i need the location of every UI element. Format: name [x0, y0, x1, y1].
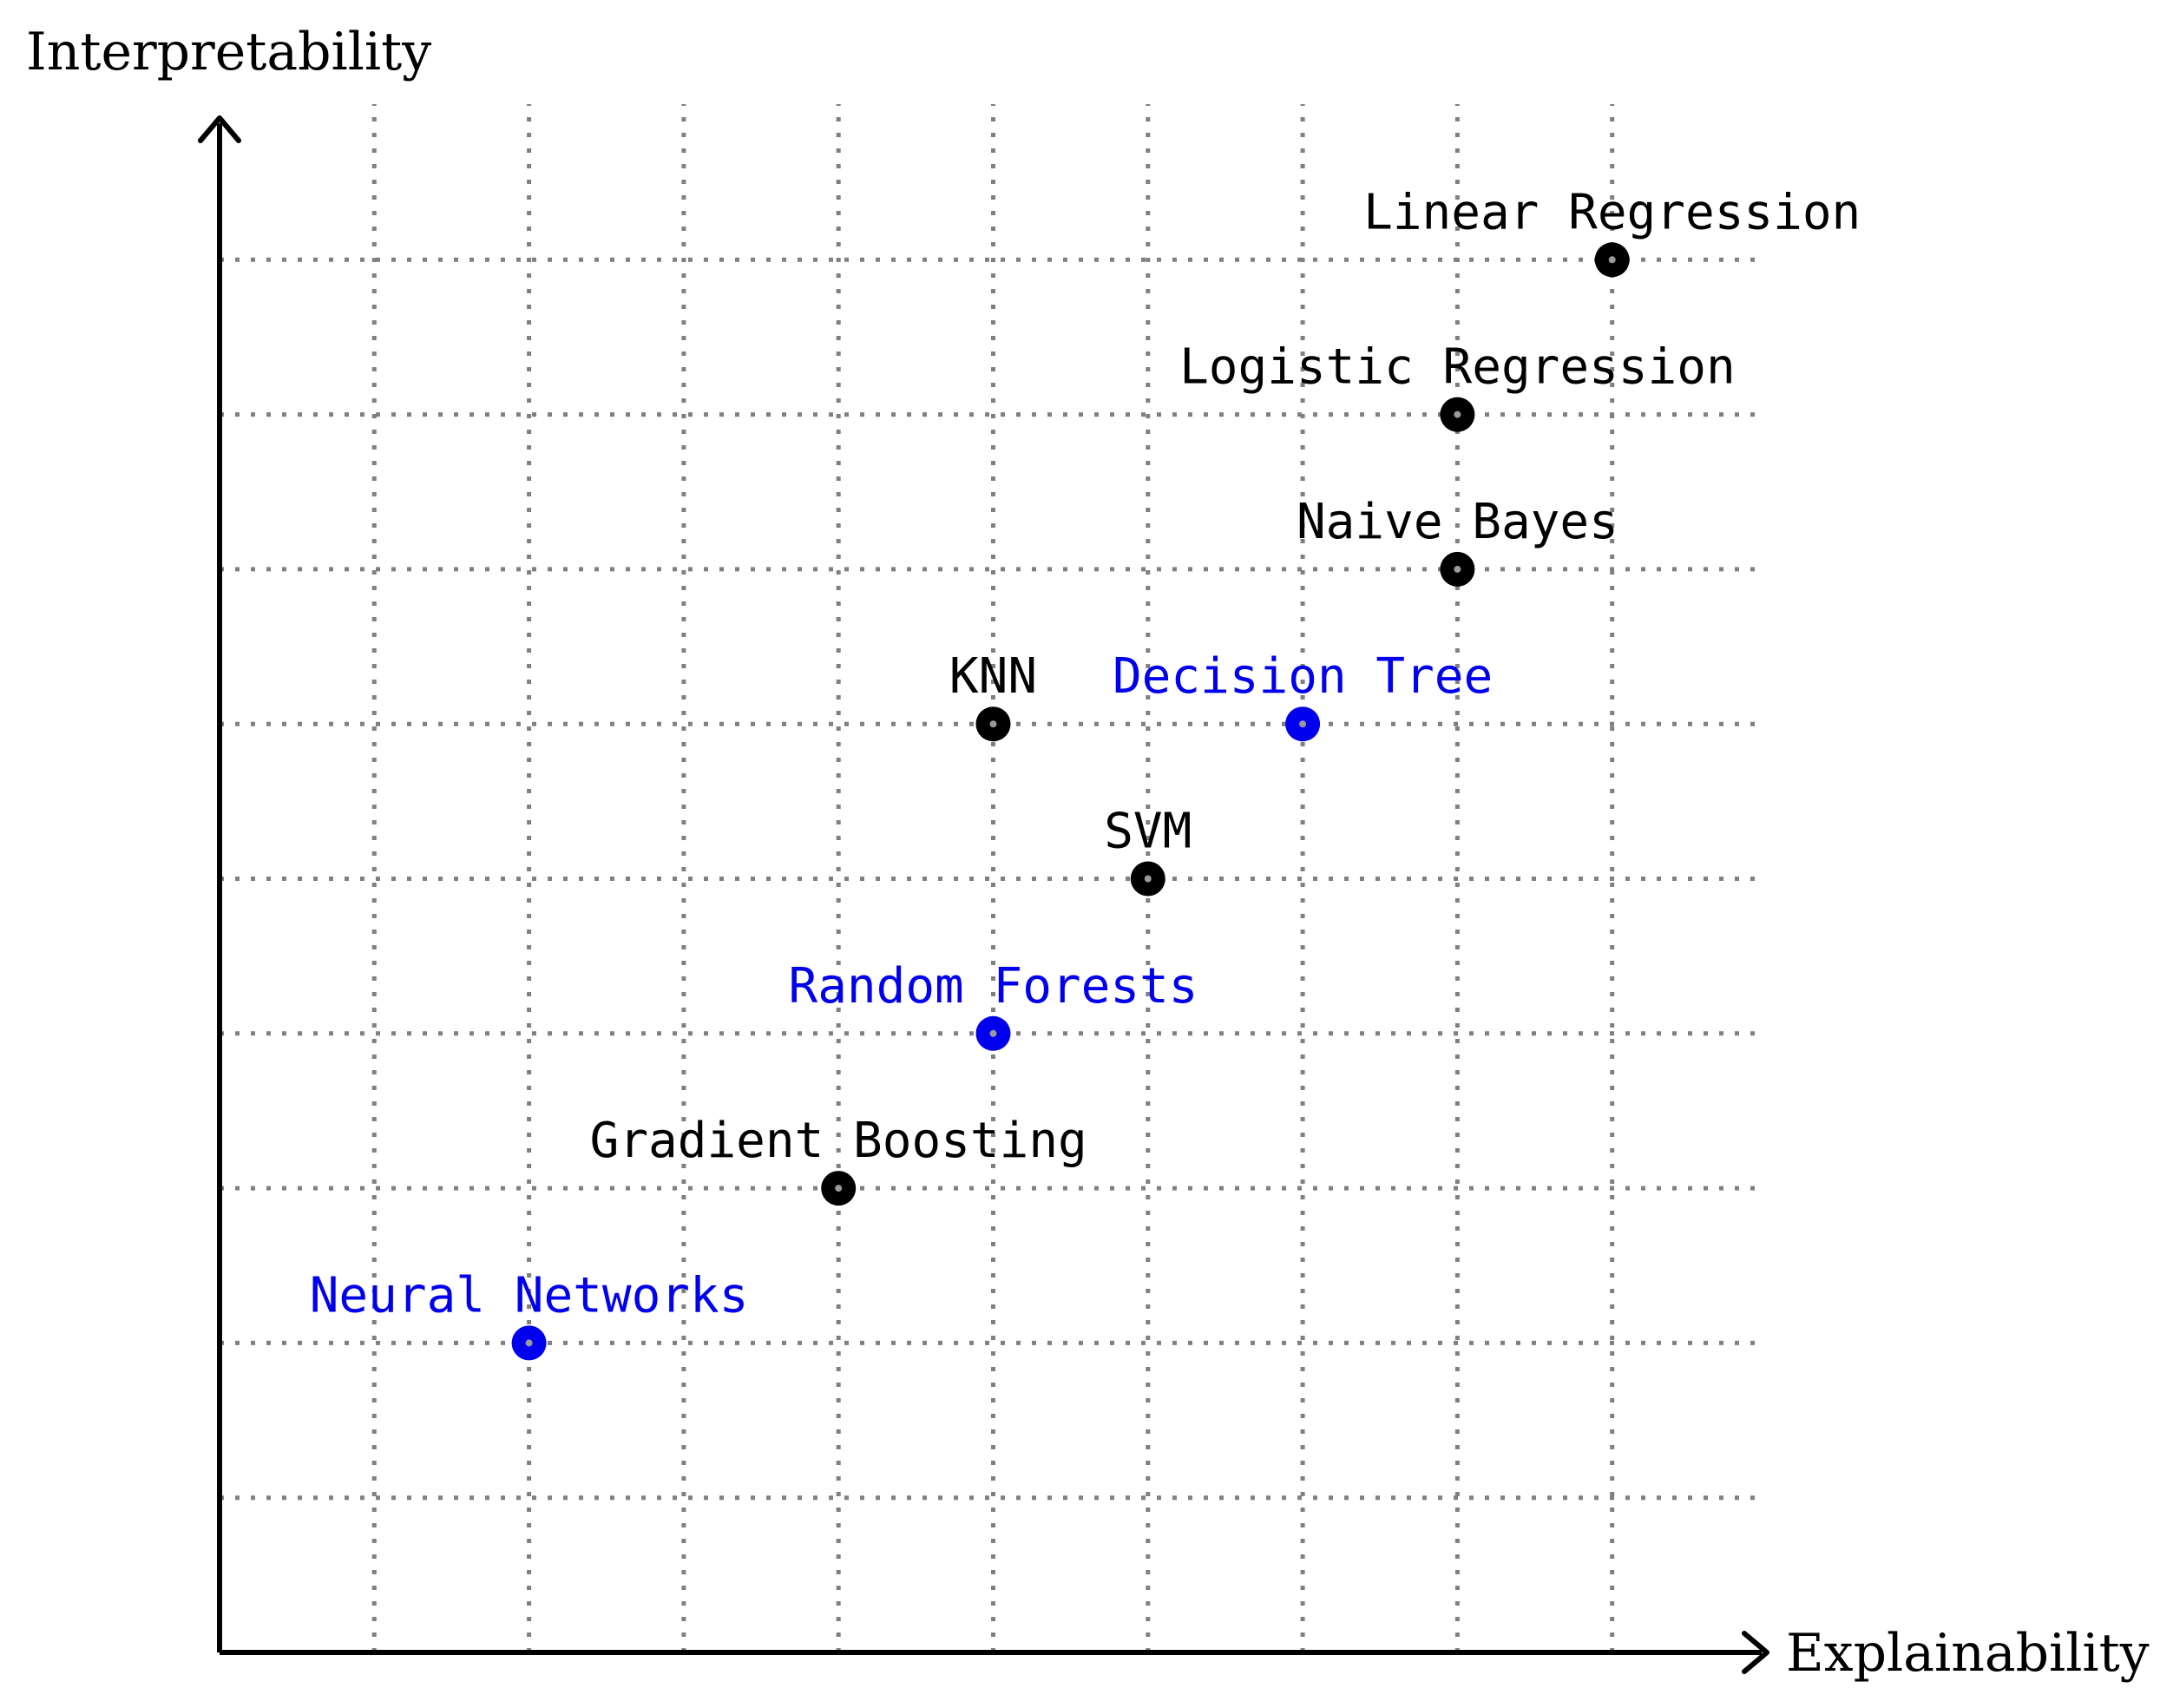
data-point-center-linear-regression — [1608, 256, 1616, 264]
x-axis-title: Explainability — [1786, 1623, 2150, 1684]
point-label-neural-networks: Neural Networks — [310, 1267, 749, 1324]
data-point-center-random-forests — [989, 1029, 997, 1037]
labels-layer: Linear Regression Logistic Regression Naiv… — [310, 184, 1861, 1324]
data-point-center-naive-bayes — [1454, 565, 1461, 573]
point-label-random-forests: Random Forests — [788, 958, 1198, 1015]
point-label-knn: KNN — [949, 648, 1037, 705]
data-point-center-gradient-boosting — [835, 1185, 843, 1192]
data-point-center-neural-networks — [525, 1339, 533, 1347]
y-axis-title: Interpretability — [26, 22, 431, 82]
axis-layer: Explainability Interpretability — [26, 22, 2150, 1684]
point-label-linear-regression: Linear Regression — [1363, 184, 1861, 240]
point-label-logistic-regression: Logistic Regression — [1179, 339, 1736, 396]
x-axis-arrowhead — [1742, 1631, 1769, 1674]
data-point-center-knn — [989, 720, 997, 728]
point-label-gradient-boosting: Gradient Boosting — [590, 1113, 1087, 1169]
point-label-decision-tree: Decision Tree — [1113, 648, 1493, 705]
points-layer — [511, 242, 1630, 1361]
data-point-center-decision-tree — [1299, 720, 1307, 728]
point-label-naive-bayes: Naive Bayes — [1297, 494, 1618, 550]
point-label-svm: SVM — [1104, 804, 1192, 860]
data-point-center-logistic-regression — [1454, 411, 1461, 418]
data-point-center-svm — [1144, 875, 1152, 883]
grid-layer — [220, 104, 1766, 1652]
y-axis-arrowhead — [198, 115, 241, 143]
